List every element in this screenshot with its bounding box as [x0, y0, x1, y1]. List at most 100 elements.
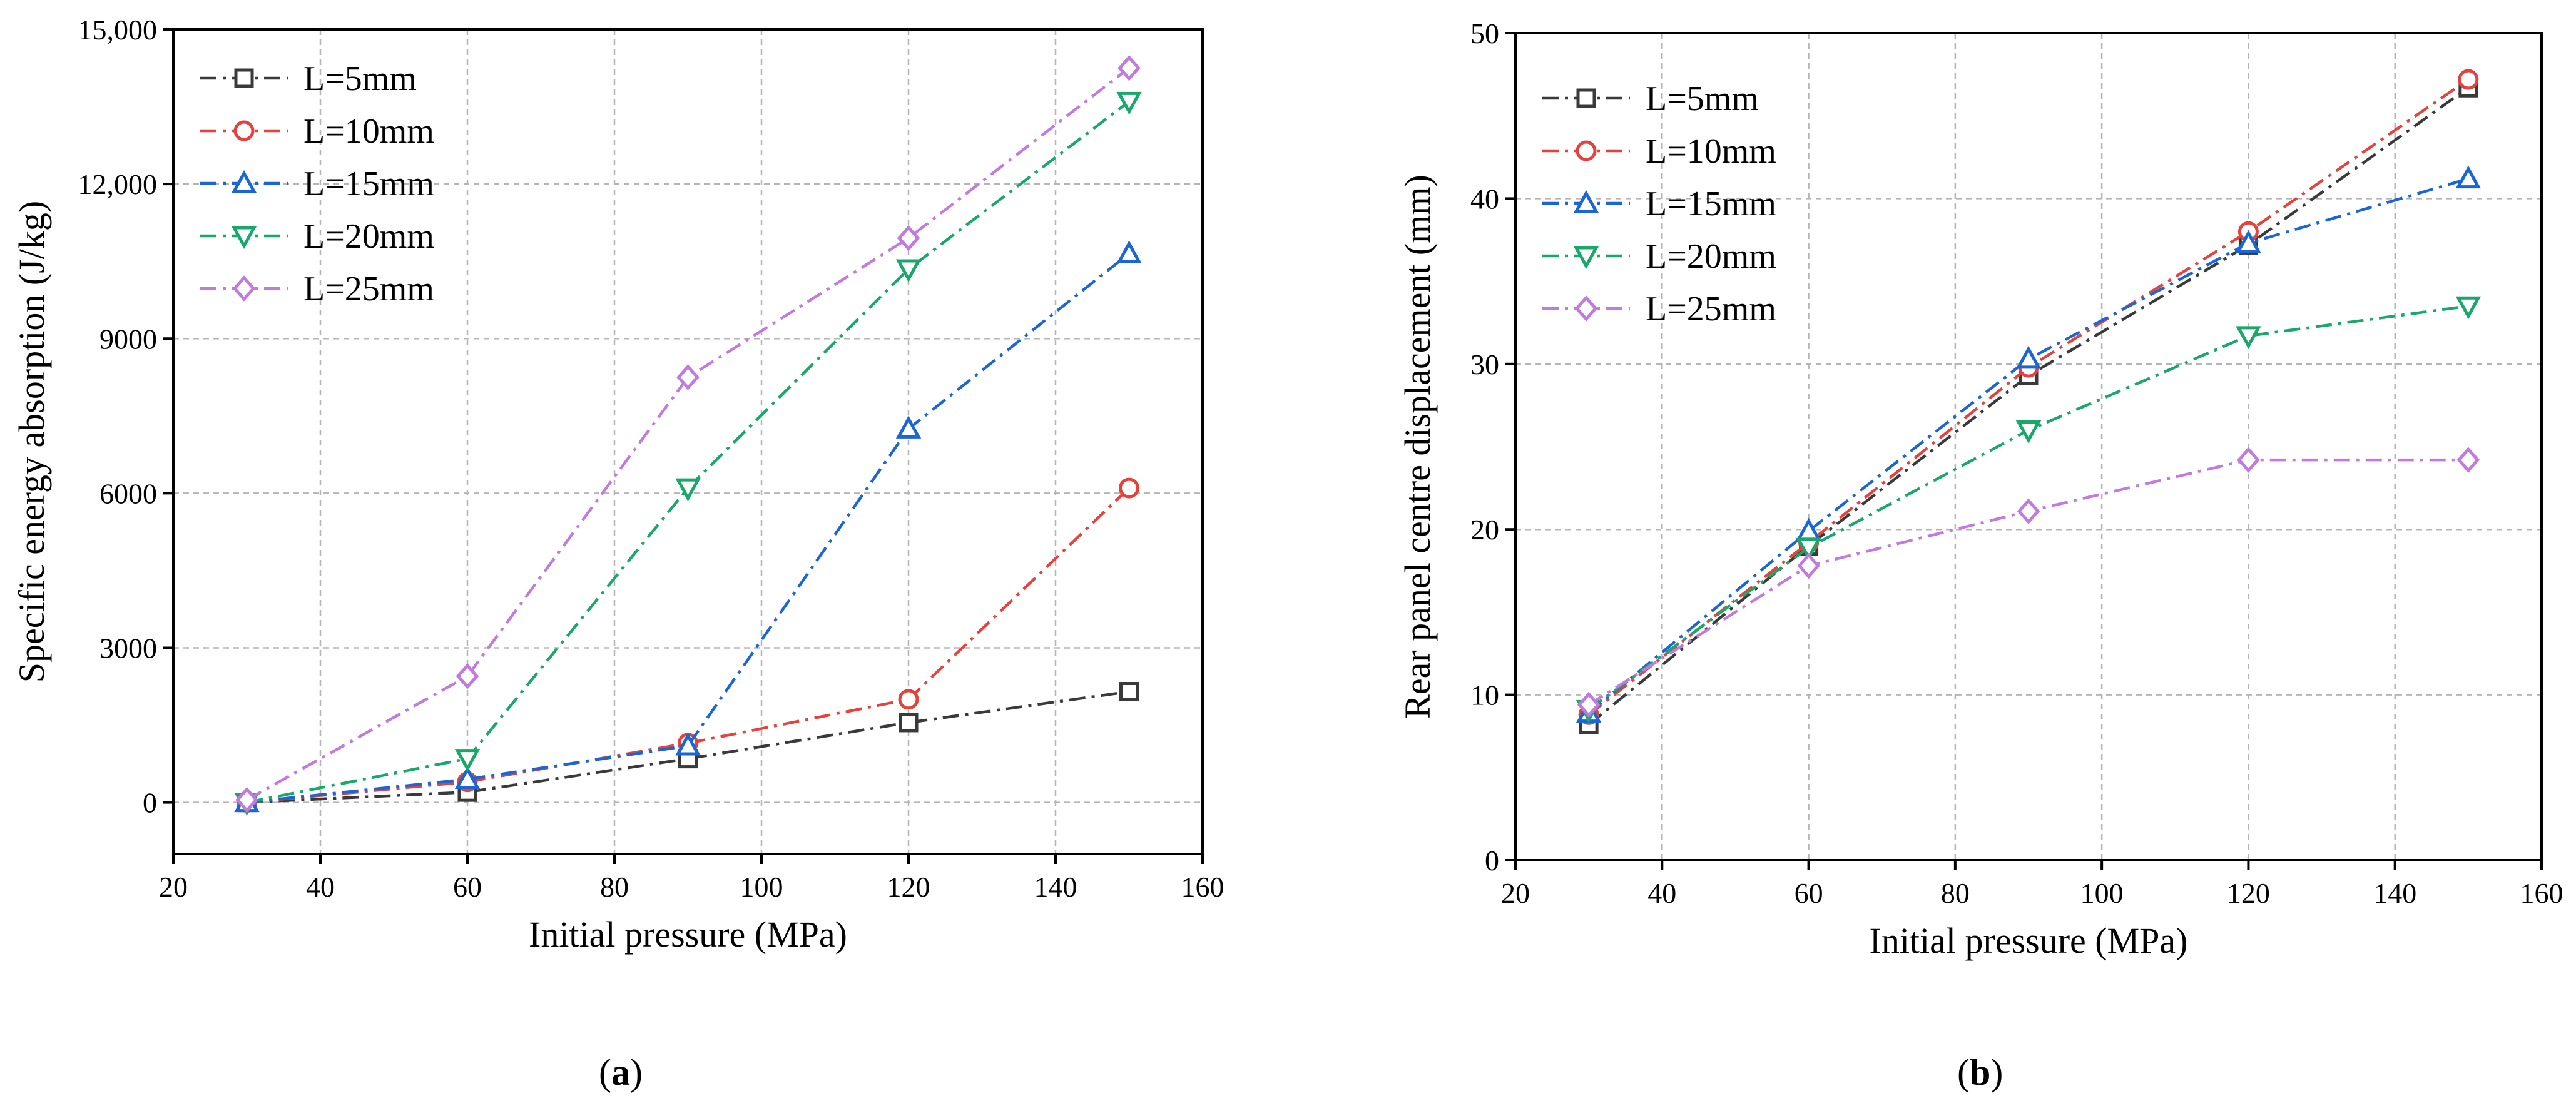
- data-point: [2236, 326, 2261, 350]
- series-line: [247, 487, 1131, 804]
- y-tick-label: 0: [143, 787, 157, 819]
- x-tick-label: 100: [2080, 877, 2124, 909]
- series-line: [247, 100, 1130, 804]
- data-point: [2455, 296, 2482, 320]
- x-tick-label: 20: [1501, 877, 1530, 909]
- data-point: [1797, 552, 1820, 579]
- data-point: [895, 415, 922, 439]
- data-point: [2237, 447, 2260, 473]
- series-l-5mm: L=5mm: [1542, 78, 2478, 734]
- y-tick-label: 10: [1470, 679, 1499, 711]
- caption-a-letter: a: [611, 1052, 630, 1093]
- legend-label: L=25mm: [1646, 290, 1776, 328]
- x-tick-label: 40: [1647, 877, 1676, 909]
- caption-b: (b): [1957, 1052, 2003, 1093]
- y-tick-label: 12,000: [78, 168, 158, 200]
- data-point: [454, 749, 481, 772]
- data-point: [1116, 91, 1142, 115]
- series-l-15mm: L=15mm: [200, 165, 1142, 813]
- data-point: [898, 689, 919, 710]
- y-axis-label: Rear panel centre displacement (mm): [1397, 175, 1438, 719]
- x-tick-label: 40: [306, 871, 335, 903]
- x-tick-label: 60: [1795, 877, 1823, 909]
- y-tick-label: 3000: [99, 633, 157, 664]
- data-point: [895, 259, 922, 283]
- data-point: [1577, 691, 1601, 718]
- chart-b: 20 40 60 80 100 120 140 160 0 10 20 30 40 50 Initial p…: [1397, 18, 2563, 961]
- legend-label: L=25mm: [303, 270, 434, 308]
- series-l-25mm: L=25mm: [1542, 290, 2480, 718]
- data-point: [1119, 477, 1139, 499]
- legend-label: L=10mm: [303, 112, 434, 151]
- x-tick-label: 140: [1034, 871, 1077, 903]
- x-tick-label: 20: [159, 871, 188, 903]
- data-point: [897, 225, 920, 252]
- data-point: [675, 478, 701, 502]
- legend-label: L=5mm: [1646, 79, 1759, 118]
- data-point: [2458, 69, 2479, 90]
- x-axis-label: Initial pressure (MPa): [529, 914, 847, 955]
- legend-label: L=5mm: [303, 59, 417, 98]
- y-tick-label: 50: [1470, 18, 1499, 49]
- chart-a: 20 40 60 80 100 120 140 160 0 3000 6000 9000 12,000 1…: [11, 14, 1224, 955]
- legend-marker: [1573, 246, 1599, 270]
- data-point: [454, 766, 481, 790]
- plot-frame: [1514, 32, 2543, 861]
- data-point: [1796, 537, 1821, 561]
- y-tick-label: 0: [1485, 845, 1499, 877]
- data-point: [1796, 517, 1821, 541]
- data-point: [235, 786, 258, 813]
- caption-a: (a): [599, 1052, 643, 1093]
- series-l-20mm: L=20mm: [1542, 237, 2482, 723]
- y-tick-label: 20: [1470, 514, 1499, 546]
- caption-b-letter: b: [1969, 1052, 1991, 1093]
- x-tick-label: 60: [453, 871, 482, 903]
- data-point: [2236, 230, 2261, 253]
- y-tick-label: 40: [1470, 183, 1499, 215]
- x-tick-label: 160: [1181, 871, 1224, 903]
- series-l-25mm: L=25mm: [200, 55, 1141, 813]
- x-tick-label: 120: [2227, 877, 2270, 909]
- series-l-10mm: L=10mm: [1542, 69, 2479, 725]
- x-tick-label: 100: [740, 871, 783, 903]
- series-line: [1587, 458, 2468, 706]
- data-point: [899, 713, 919, 733]
- x-axis-label: Initial pressure (MPa): [1870, 920, 2188, 961]
- legend-marker: [233, 120, 255, 141]
- data-point: [456, 663, 479, 689]
- data-point: [2015, 345, 2042, 369]
- data-point: [2017, 498, 2040, 524]
- legend-marker: [1574, 295, 1598, 322]
- x-tick-label: 80: [600, 871, 629, 903]
- legend-marker: [231, 170, 257, 193]
- legend-marker: [234, 68, 254, 88]
- y-tick-label: 6000: [99, 477, 157, 509]
- legend-marker: [232, 275, 256, 302]
- series-line: [246, 66, 1130, 801]
- data-point: [2015, 420, 2042, 444]
- series-line: [1587, 86, 2470, 726]
- series-line: [247, 252, 1130, 804]
- y-tick-label: 30: [1470, 348, 1499, 380]
- legend-marker: [1576, 88, 1596, 108]
- series-line: [1587, 78, 2470, 716]
- legend-marker: [231, 226, 257, 250]
- data-point: [676, 364, 700, 390]
- legend-label: L=15mm: [303, 165, 434, 203]
- data-point: [1117, 55, 1141, 81]
- x-tick-label: 160: [2520, 877, 2563, 909]
- legend-marker: [1576, 140, 1597, 161]
- y-tick-label: 9000: [99, 323, 157, 355]
- x-tick-label: 140: [2373, 877, 2416, 909]
- data-point: [1116, 240, 1142, 263]
- y-tick-label: 15,000: [78, 14, 158, 46]
- legend-label: L=10mm: [1646, 132, 1776, 171]
- data-point: [675, 732, 701, 756]
- plot-frame: [172, 28, 1204, 855]
- y-axis-label: Specific energy absorption (J/kg): [11, 201, 52, 683]
- legend-label: L=20mm: [1646, 237, 1776, 276]
- data-point: [2456, 447, 2480, 473]
- series-line: [247, 690, 1129, 804]
- legend-label: L=20mm: [303, 217, 434, 256]
